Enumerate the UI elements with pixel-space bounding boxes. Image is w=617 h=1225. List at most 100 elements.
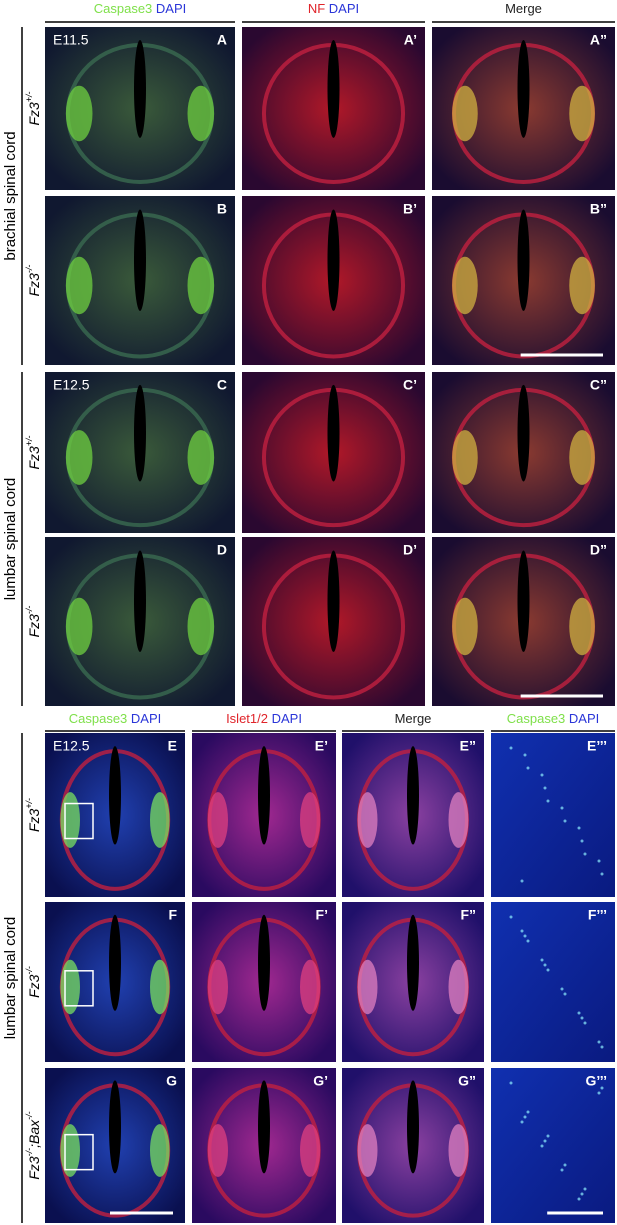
speckle: [520, 1120, 524, 1124]
genotype-superscript: +/-: [24, 435, 34, 446]
central-canal: [134, 209, 146, 311]
motor-column: [207, 959, 228, 1015]
speckle: [509, 746, 513, 750]
genotype-superscript: -/-: [24, 1148, 34, 1157]
motor-column: [187, 85, 215, 142]
central-canal: [258, 746, 270, 845]
panel-label: E’’’: [587, 738, 607, 754]
genotype-label: Fz3-/-: [24, 265, 41, 297]
panel-label: F’’’: [588, 907, 607, 923]
speckle: [597, 1040, 601, 1044]
genotype-label: Fz3-/-;Bax-/-: [24, 1111, 41, 1179]
speckle: [520, 879, 524, 883]
genotype-gene: Fz3: [26, 974, 42, 998]
inset-box: [64, 802, 94, 840]
motor-column: [300, 959, 321, 1015]
speckle: [543, 963, 547, 967]
genotype-label: Fz3+/-: [24, 435, 41, 469]
speckle: [560, 987, 564, 991]
motor-column: [150, 792, 170, 848]
motor-column: [569, 597, 595, 656]
speckle: [560, 806, 564, 810]
motor-column: [207, 1124, 228, 1177]
speckle: [526, 939, 530, 943]
genotype-superscript: -/-: [24, 265, 34, 274]
panel-label: E’: [315, 738, 328, 754]
speckle: [560, 1168, 564, 1172]
motor-column: [187, 597, 215, 656]
panel-label: E: [168, 738, 177, 754]
central-canal: [407, 746, 419, 845]
motor-column: [569, 85, 595, 142]
central-canal: [109, 1080, 121, 1174]
motor-column: [569, 430, 595, 485]
speckle: [563, 1163, 567, 1167]
speckle: [546, 799, 550, 803]
speckle: [526, 1110, 530, 1114]
central-canal: [517, 384, 530, 482]
motor-column: [150, 959, 170, 1015]
speckle: [597, 1091, 601, 1095]
speckle: [583, 852, 587, 856]
genotype-gene: Fz3: [26, 614, 42, 638]
central-canal: [517, 209, 530, 311]
central-canal: [517, 550, 530, 652]
motor-column: [357, 959, 378, 1015]
column-header: Merge: [395, 711, 432, 726]
panel-label: C’: [403, 377, 417, 393]
central-canal: [327, 40, 340, 138]
header-part: DAPI: [156, 1, 186, 16]
motor-column: [452, 597, 478, 656]
central-canal: [134, 550, 146, 652]
speckle: [543, 786, 547, 790]
region-label: lumbar spinal cord: [2, 917, 19, 1040]
column-header: Merge: [505, 1, 542, 16]
speckle: [523, 1115, 527, 1119]
panel-label: F: [168, 907, 177, 923]
panel-label: A”: [590, 32, 607, 48]
column-header: Caspase3 DAPI: [69, 711, 162, 726]
speckle: [600, 872, 604, 876]
motor-column: [357, 792, 378, 848]
header-part: Caspase3: [94, 1, 156, 16]
speckle: [563, 819, 567, 823]
speckle: [523, 753, 527, 757]
speckle: [600, 1086, 604, 1090]
genotype-gene: Fz3: [26, 446, 42, 470]
header-part: Merge: [395, 711, 432, 726]
region-label: lumbar spinal cord: [2, 478, 19, 601]
speckle: [583, 1021, 587, 1025]
speckle: [540, 958, 544, 962]
inset-box: [64, 1133, 94, 1171]
speckle: [600, 1045, 604, 1049]
speckle: [523, 934, 527, 938]
central-canal: [134, 40, 146, 138]
motor-column: [452, 256, 478, 315]
motor-column: [452, 430, 478, 485]
column-header: Caspase3 DAPI: [94, 1, 187, 16]
genotype-superscript: +/-: [24, 91, 34, 102]
speckle: [540, 773, 544, 777]
motor-column: [569, 256, 595, 315]
central-canal: [258, 1080, 270, 1174]
speckle: [577, 826, 581, 830]
panel-label: D’: [403, 542, 417, 558]
genotype-label: Fz3-/-: [24, 966, 41, 998]
panel-label: D”: [590, 542, 607, 558]
genotype-superscript: -/-: [24, 1111, 34, 1120]
motor-column: [300, 792, 321, 848]
panel-label: C: [217, 377, 227, 393]
motor-column: [65, 256, 93, 315]
motor-column: [65, 597, 93, 656]
column-header: NF DAPI: [308, 1, 359, 16]
speckle: [577, 1011, 581, 1015]
genotype-superscript: -/-: [24, 966, 34, 975]
speckle: [580, 1192, 584, 1196]
column-header: Islet1/2 DAPI: [226, 711, 302, 726]
stage-label: E12.5: [53, 738, 90, 754]
motor-column: [65, 430, 93, 485]
panel-label: B: [217, 201, 227, 217]
header-part: Islet1/2: [226, 711, 272, 726]
speckle: [563, 992, 567, 996]
panel-label: D: [217, 542, 227, 558]
